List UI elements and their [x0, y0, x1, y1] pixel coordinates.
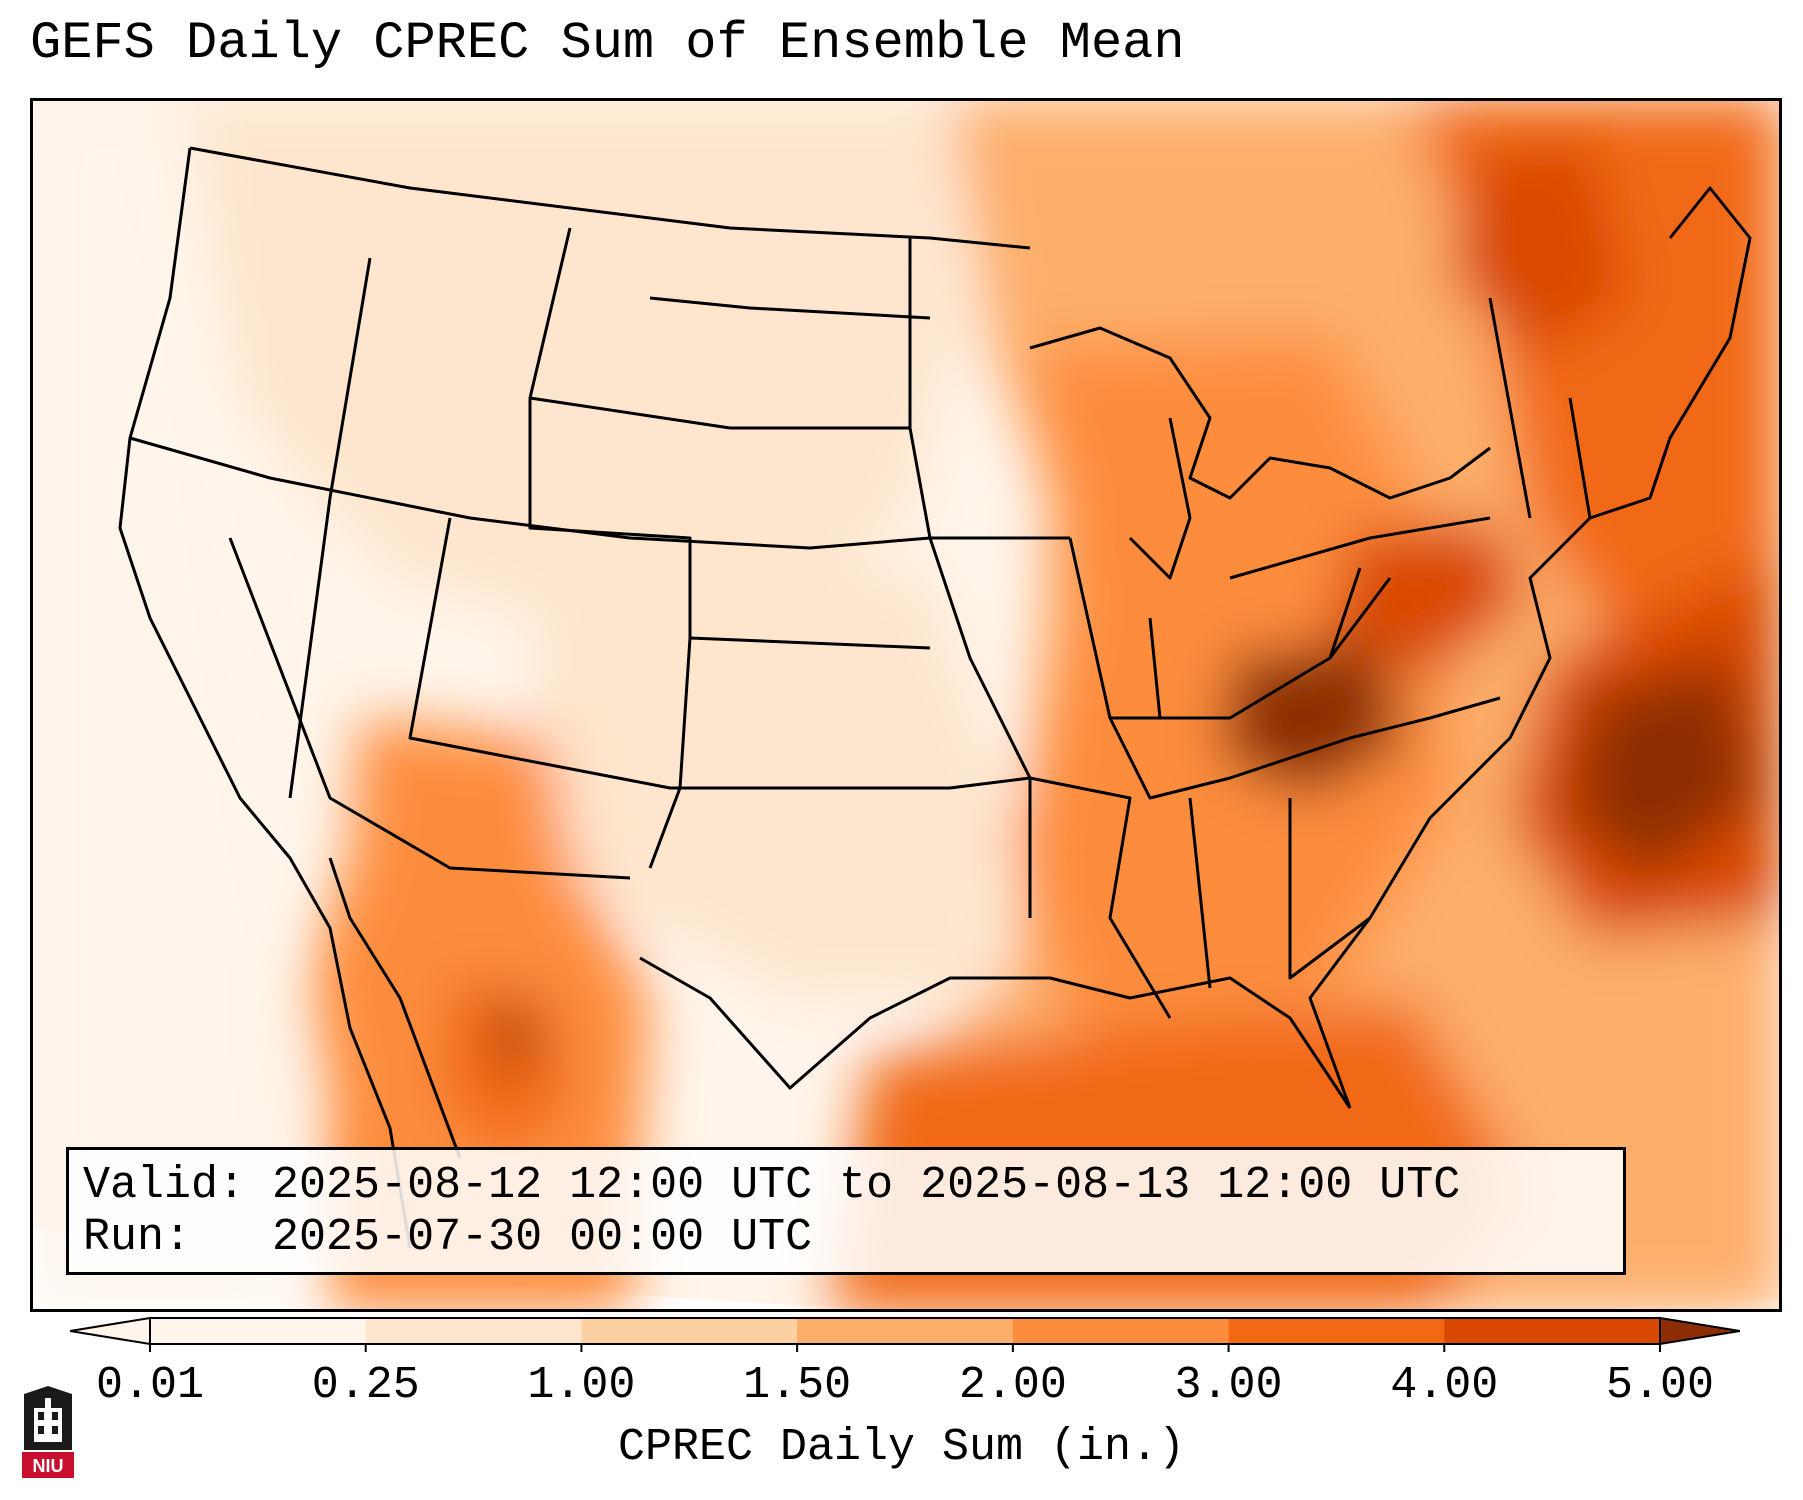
colorbar-segment — [797, 1318, 1014, 1344]
colorbar-segment — [1444, 1318, 1661, 1344]
colorbar-extend-low — [70, 1316, 151, 1346]
colorbar-segment — [1012, 1318, 1230, 1344]
colorbar-tick-label: 3.00 — [1174, 1360, 1283, 1411]
colorbar-segment — [365, 1318, 582, 1344]
run-value: 2025-07-30 00:00 UTC — [272, 1212, 813, 1263]
colorbar-extend-high — [1659, 1316, 1740, 1346]
valid-value: 2025-08-12 12:00 UTC to 2025-08-13 12:00… — [272, 1160, 1461, 1211]
colorbar-tick-label: 1.50 — [743, 1360, 852, 1411]
colorbar-outline — [149, 1317, 1661, 1345]
page-title: GEFS Daily CPREC Sum of Ensemble Mean — [30, 14, 1185, 73]
map-border — [30, 98, 1782, 1312]
colorbar-tick-label: 0.01 — [95, 1360, 205, 1411]
precip-field-west — [30, 98, 330, 1312]
colorbar — [70, 1316, 1740, 1352]
niu-logo-text: NIU — [33, 1456, 64, 1476]
colorbar-segment — [581, 1318, 798, 1344]
colorbar-tick-label: 1.00 — [527, 1360, 636, 1411]
colorbar-tick-label: 5.00 — [1605, 1360, 1715, 1411]
colorbar-segment — [150, 1318, 367, 1344]
colorbar-tick-label: 0.25 — [311, 1360, 420, 1411]
info-box: Valid: 2025-08-12 12:00 UTC to 2025-08-1… — [66, 1147, 1626, 1275]
run-label: Run: — [83, 1212, 192, 1263]
valid-label: Valid: — [83, 1160, 246, 1211]
colorbar-tick-label: 2.00 — [958, 1360, 1067, 1411]
colorbar-tick-label: 4.00 — [1390, 1360, 1499, 1411]
precip-map — [30, 98, 1782, 1312]
basemap-lines — [118, 146, 1752, 1249]
colorbar-label: CPREC Daily Sum (in.) — [617, 1422, 1186, 1473]
colorbar-segment — [1228, 1318, 1445, 1344]
niu-logo: NIU — [22, 1386, 74, 1478]
